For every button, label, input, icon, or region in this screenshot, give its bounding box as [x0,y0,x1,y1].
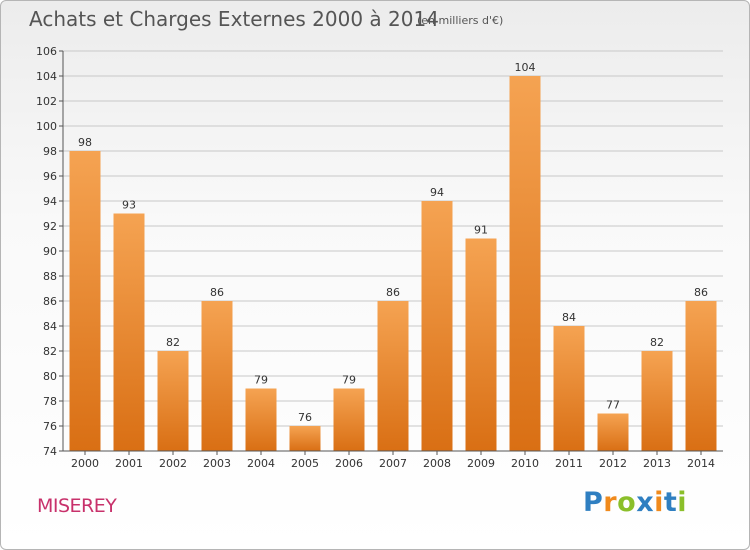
y-tick-label: 104 [36,70,57,83]
x-tick-label: 2012 [599,457,627,470]
bar-value-label: 98 [78,136,92,149]
logo-letter: o [617,487,637,518]
x-tick-label: 2005 [291,457,319,470]
y-tick-label: 84 [43,320,57,333]
bar-value-label: 104 [515,61,536,74]
y-tick-label: 80 [43,370,57,383]
chart-unit: (en milliers d'€) [417,14,504,27]
bar [113,213,145,451]
y-tick-label: 74 [43,445,57,458]
bar [377,301,409,451]
bar [157,351,189,451]
x-tick-label: 2006 [335,457,363,470]
logo-letter: r [603,487,618,518]
x-tick-label: 2004 [247,457,275,470]
x-tick-label: 2000 [71,457,99,470]
y-tick-label: 76 [43,420,57,433]
bar-value-label: 79 [254,374,268,387]
bar-value-label: 84 [562,311,576,324]
bar [245,388,277,451]
bar-value-label: 86 [210,286,224,299]
y-tick-label: 86 [43,295,57,308]
x-tick-label: 2013 [643,457,671,470]
y-tick-label: 96 [43,170,57,183]
logo-letter: x [636,487,655,518]
y-tick-label: 90 [43,245,57,258]
bar [553,326,585,451]
axes [59,50,723,455]
labels: 74 76 78 80 82 84 86 88 90 92 94 96 98 100 102 104 106 98… [36,45,715,470]
x-tick-label: 2003 [203,457,231,470]
bar-value-label: 86 [386,286,400,299]
bar [333,388,365,451]
logo-letter: i [677,487,688,518]
x-tick-label: 2002 [159,457,187,470]
bar-value-label: 94 [430,186,444,199]
y-tick-label: 92 [43,220,57,233]
logo-letter: t [663,487,678,518]
y-tick-label: 94 [43,195,57,208]
bar [685,301,717,451]
bar [289,426,321,451]
x-tick-label: 2001 [115,457,143,470]
bar [421,201,453,451]
bar-value-label: 82 [166,336,180,349]
y-tick-label: 106 [36,45,57,58]
x-tick-label: 2009 [467,457,495,470]
y-tick-label: 82 [43,345,57,358]
x-tick-label: 2010 [511,457,539,470]
bar [641,351,673,451]
bar-value-label: 79 [342,374,356,387]
bar-value-label: 86 [694,286,708,299]
x-tick-label: 2007 [379,457,407,470]
bar [69,151,101,451]
bar-value-label: 76 [298,411,312,424]
y-tick-label: 78 [43,395,57,408]
y-tick-label: 88 [43,270,57,283]
bar [509,76,541,451]
bar [201,301,233,451]
bar-value-label: 77 [606,399,620,412]
bar [597,413,629,451]
logo-letter: i [654,487,664,518]
chart-title: Achats et Charges Externes 2000 à 2014 [29,7,439,31]
y-tick-label: 102 [36,95,57,108]
y-tick-label: 98 [43,145,57,158]
bar-value-label: 82 [650,336,664,349]
bar-value-label: 91 [474,224,488,237]
x-tick-label: 2014 [687,457,715,470]
x-tick-label: 2008 [423,457,451,470]
bars [69,76,717,451]
commune-name: MISEREY [37,495,117,517]
x-tick-label: 2011 [555,457,583,470]
bar [465,238,497,451]
proxiti-logo: Proxiti [583,487,687,518]
y-tick-label: 100 [36,120,57,133]
bar-value-label: 93 [122,199,136,212]
logo-letter: P [583,487,604,518]
